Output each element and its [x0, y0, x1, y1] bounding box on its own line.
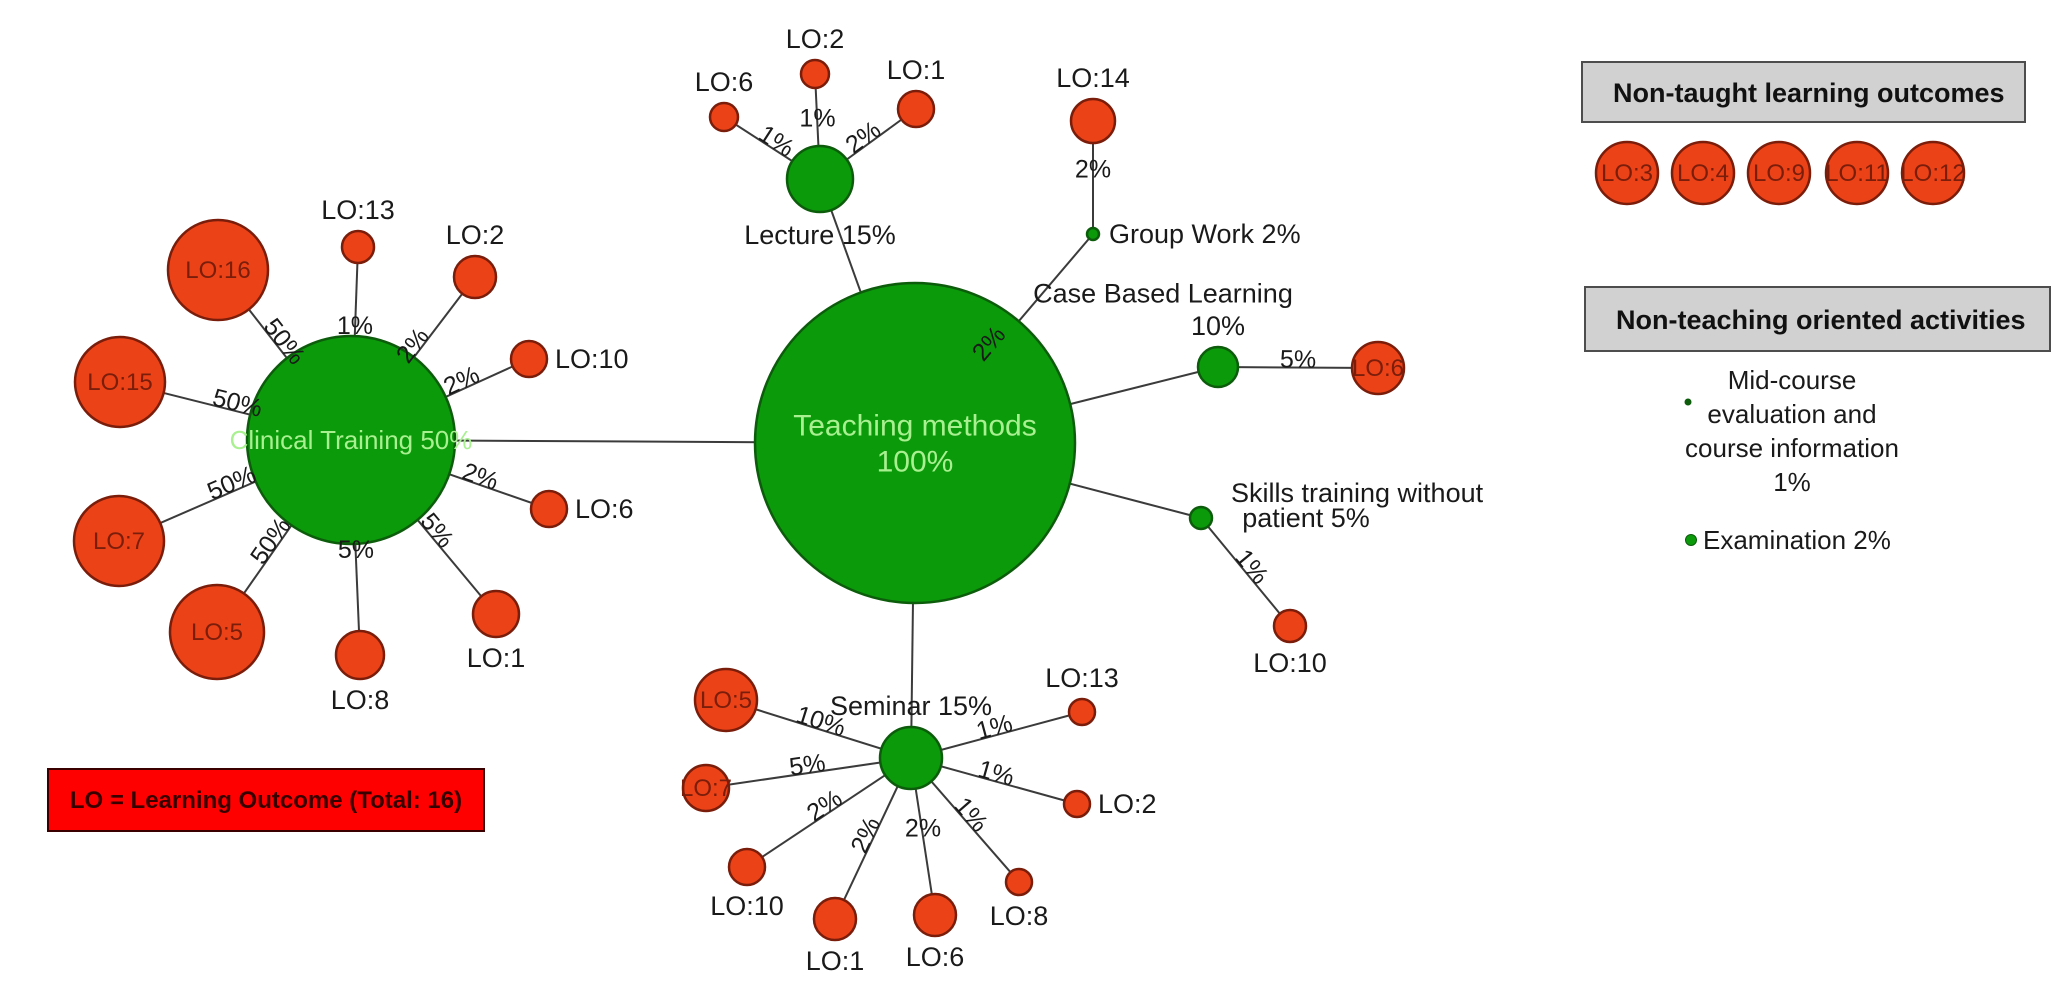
svg-text:1%: 1% — [1773, 467, 1811, 497]
svg-text:5%: 5% — [787, 749, 827, 782]
svg-text:Non-taught learning outcomes: Non-taught learning outcomes — [1613, 78, 2005, 108]
svg-text:LO:15: LO:15 — [87, 369, 152, 396]
svg-text:10%: 10% — [1191, 311, 1245, 341]
svg-text:LO:3: LO:3 — [1601, 160, 1653, 187]
svg-text:evaluation and: evaluation and — [1707, 399, 1876, 429]
svg-text:Teaching methods: Teaching methods — [793, 410, 1037, 443]
svg-text:LO:2: LO:2 — [446, 220, 505, 250]
svg-text:Mid-course: Mid-course — [1728, 365, 1857, 395]
svg-text:2%: 2% — [1075, 156, 1111, 184]
svg-text:course information: course information — [1685, 433, 1899, 463]
svg-text:LO:1: LO:1 — [887, 55, 946, 85]
svg-text:Non-teaching oriented activiti: Non-teaching oriented activities — [1616, 305, 2026, 335]
svg-text:LO:6: LO:6 — [906, 942, 965, 972]
svg-text:LO:10: LO:10 — [710, 891, 784, 921]
svg-text:Clinical Training 50%: Clinical Training 50% — [230, 425, 473, 455]
svg-text:LO = Learning Outcome (Total:: LO = Learning Outcome (Total: 16) — [70, 787, 462, 814]
svg-text:Examination 2%: Examination 2% — [1703, 525, 1891, 555]
svg-text:LO:6: LO:6 — [695, 67, 754, 97]
svg-text:patient 5%: patient 5% — [1242, 503, 1370, 533]
svg-text:LO:6: LO:6 — [1352, 355, 1404, 382]
svg-text:Lecture 15%: Lecture 15% — [744, 220, 896, 250]
svg-text:LO:1: LO:1 — [806, 946, 865, 976]
svg-text:LO:6: LO:6 — [575, 494, 634, 524]
svg-text:1%: 1% — [337, 312, 373, 340]
svg-text:5%: 5% — [338, 536, 374, 564]
svg-text:LO:8: LO:8 — [990, 901, 1049, 931]
svg-text:LO:4: LO:4 — [1677, 160, 1729, 187]
svg-text:LO:13: LO:13 — [321, 195, 395, 225]
svg-text:LO:2: LO:2 — [1098, 789, 1157, 819]
svg-text:100%: 100% — [877, 446, 954, 479]
svg-text:2%: 2% — [905, 815, 941, 843]
svg-text:LO:10: LO:10 — [555, 344, 629, 374]
svg-text:LO:13: LO:13 — [1045, 663, 1119, 693]
svg-text:LO:7: LO:7 — [93, 528, 145, 555]
svg-text:LO:2: LO:2 — [786, 24, 845, 54]
svg-text:LO:5: LO:5 — [191, 619, 243, 646]
svg-text:LO:5: LO:5 — [700, 687, 752, 714]
svg-text:Case Based Learning: Case Based Learning — [1033, 279, 1293, 309]
svg-text:Group Work 2%: Group Work 2% — [1109, 219, 1301, 249]
svg-text:LO:14: LO:14 — [1056, 63, 1130, 93]
svg-text:5%: 5% — [1280, 345, 1316, 373]
svg-text:LO:16: LO:16 — [185, 257, 250, 284]
svg-text:LO:1: LO:1 — [467, 643, 526, 673]
svg-text:1%: 1% — [799, 105, 835, 133]
svg-text:LO:9: LO:9 — [1753, 160, 1805, 187]
svg-text:LO:11: LO:11 — [1825, 160, 1889, 187]
svg-text:Seminar 15%: Seminar 15% — [830, 691, 992, 721]
svg-text:LO:10: LO:10 — [1253, 648, 1327, 678]
svg-text:LO:8: LO:8 — [331, 685, 390, 715]
svg-text:LO:12: LO:12 — [1900, 160, 1965, 187]
svg-text:LO:7: LO:7 — [680, 775, 732, 802]
